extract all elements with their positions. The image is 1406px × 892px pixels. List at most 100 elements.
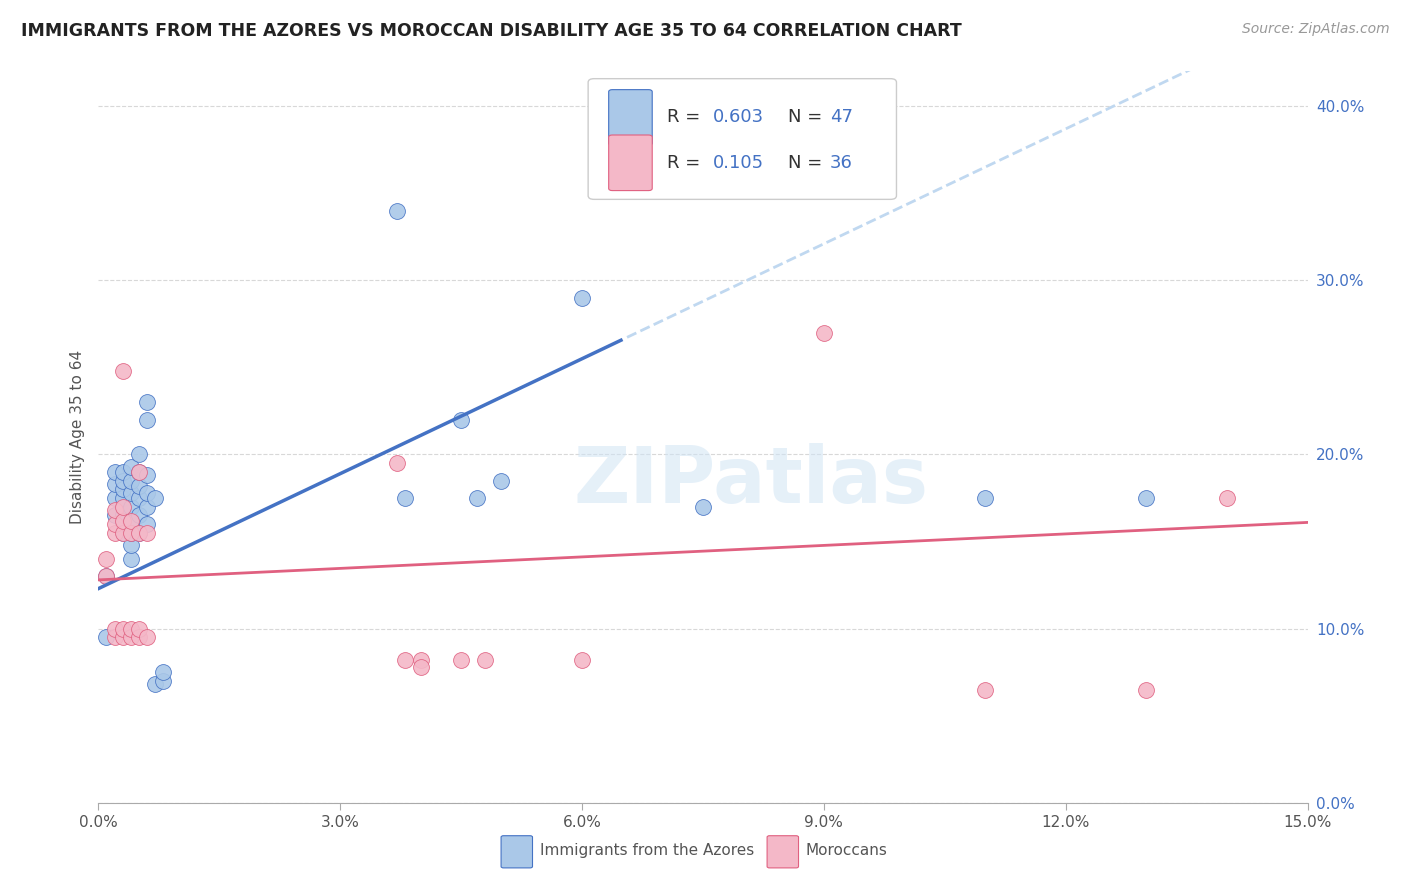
- FancyBboxPatch shape: [768, 836, 799, 868]
- Point: [152, 673, 174, 688]
- Point: [385, 456, 408, 470]
- Point: [111, 500, 134, 514]
- FancyBboxPatch shape: [609, 135, 652, 191]
- Point: [128, 479, 150, 493]
- Text: 36: 36: [830, 153, 853, 172]
- Point: [128, 525, 150, 540]
- Point: [120, 485, 142, 500]
- FancyBboxPatch shape: [501, 836, 533, 868]
- Point: [491, 474, 513, 488]
- Point: [103, 503, 125, 517]
- Point: [152, 665, 174, 680]
- Point: [813, 326, 835, 340]
- Text: 47: 47: [830, 109, 853, 127]
- Point: [111, 483, 134, 497]
- Text: N =: N =: [787, 109, 828, 127]
- Text: IMMIGRANTS FROM THE AZORES VS MOROCCAN DISABILITY AGE 35 TO 64 CORRELATION CHART: IMMIGRANTS FROM THE AZORES VS MOROCCAN D…: [21, 22, 962, 40]
- Text: Source: ZipAtlas.com: Source: ZipAtlas.com: [1241, 22, 1389, 37]
- Point: [96, 569, 118, 583]
- Point: [120, 514, 142, 528]
- Point: [120, 525, 142, 540]
- Point: [974, 491, 997, 505]
- Point: [135, 631, 157, 645]
- Text: R =: R =: [666, 109, 706, 127]
- Point: [103, 517, 125, 532]
- Point: [128, 508, 150, 523]
- Point: [103, 465, 125, 479]
- Point: [135, 500, 157, 514]
- Point: [128, 491, 150, 505]
- Point: [120, 474, 142, 488]
- Point: [120, 631, 142, 645]
- Point: [128, 465, 150, 479]
- Point: [143, 677, 166, 691]
- Y-axis label: Disability Age 35 to 64: Disability Age 35 to 64: [70, 350, 86, 524]
- Point: [103, 622, 125, 636]
- Point: [111, 517, 134, 532]
- Point: [128, 622, 150, 636]
- Text: Moroccans: Moroccans: [806, 843, 887, 858]
- Point: [128, 465, 150, 479]
- Point: [450, 653, 472, 667]
- Point: [103, 631, 125, 645]
- Point: [465, 491, 488, 505]
- Point: [128, 525, 150, 540]
- Text: 0.105: 0.105: [713, 153, 763, 172]
- Point: [96, 552, 118, 566]
- Point: [120, 622, 142, 636]
- Point: [474, 653, 496, 667]
- Point: [409, 660, 432, 674]
- Point: [1135, 491, 1157, 505]
- Point: [111, 500, 134, 514]
- Point: [385, 203, 408, 218]
- Point: [111, 491, 134, 505]
- Text: 0.603: 0.603: [713, 109, 763, 127]
- Point: [135, 468, 157, 483]
- Point: [120, 552, 142, 566]
- FancyBboxPatch shape: [588, 78, 897, 200]
- Point: [409, 653, 432, 667]
- Point: [394, 653, 416, 667]
- Point: [135, 485, 157, 500]
- Point: [1216, 491, 1239, 505]
- Point: [571, 291, 593, 305]
- Point: [111, 622, 134, 636]
- Point: [103, 525, 125, 540]
- Text: ZIPatlas: ZIPatlas: [574, 443, 929, 519]
- Point: [96, 569, 118, 583]
- Point: [450, 412, 472, 426]
- Point: [111, 631, 134, 645]
- Point: [120, 500, 142, 514]
- Point: [143, 491, 166, 505]
- Point: [135, 517, 157, 532]
- FancyBboxPatch shape: [609, 90, 652, 145]
- Point: [571, 653, 593, 667]
- Point: [111, 474, 134, 488]
- Point: [103, 491, 125, 505]
- Point: [111, 525, 134, 540]
- Point: [111, 364, 134, 378]
- Point: [103, 508, 125, 523]
- Point: [120, 514, 142, 528]
- Text: R =: R =: [666, 153, 706, 172]
- Point: [96, 631, 118, 645]
- Point: [128, 448, 150, 462]
- Point: [394, 491, 416, 505]
- Point: [135, 395, 157, 409]
- Point: [111, 525, 134, 540]
- Text: Immigrants from the Azores: Immigrants from the Azores: [540, 843, 754, 858]
- Point: [120, 538, 142, 552]
- Point: [111, 514, 134, 528]
- Point: [135, 525, 157, 540]
- Text: N =: N =: [787, 153, 828, 172]
- Point: [111, 508, 134, 523]
- Point: [135, 412, 157, 426]
- Point: [111, 465, 134, 479]
- Point: [692, 500, 714, 514]
- Point: [128, 631, 150, 645]
- Point: [974, 682, 997, 697]
- Point: [120, 459, 142, 474]
- Point: [1135, 682, 1157, 697]
- Point: [120, 525, 142, 540]
- Point: [103, 477, 125, 491]
